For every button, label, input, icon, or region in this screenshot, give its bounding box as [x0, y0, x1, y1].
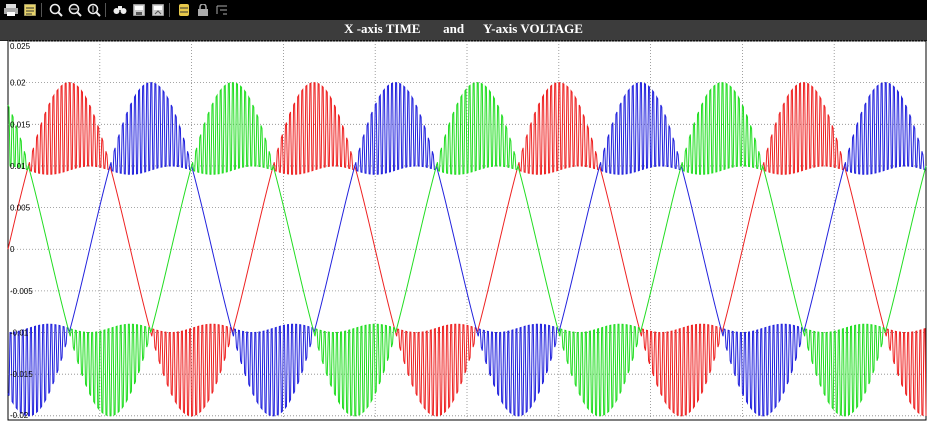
float-scope-icon[interactable] [176, 3, 192, 17]
toolbar [0, 0, 927, 20]
y-tick-label: 0.025 [10, 42, 31, 51]
y-tick-label: -0.02 [10, 411, 29, 420]
toolbar-divider [41, 3, 42, 17]
save-axes-icon[interactable] [131, 3, 147, 17]
zoom-x-icon[interactable] [67, 3, 83, 17]
zoom-icon[interactable] [48, 3, 64, 17]
chart-title: X -axis TIME and Y-axis VOLTAGE [344, 21, 583, 36]
y-tick-label: -0.005 [10, 287, 33, 296]
autoscale-icon[interactable] [112, 3, 128, 17]
toolbar-divider [169, 3, 170, 17]
series-line-2 [7, 82, 927, 417]
y-tick-labels: 0.025 0.02 0.015 0.01 0.005 0 -0.005 -0.01 -0.01… [10, 42, 33, 420]
y-tick-label: 0 [10, 245, 15, 254]
parameters-icon[interactable] [22, 3, 38, 17]
y-tick-label: -0.01 [10, 329, 29, 338]
series-line-0 [7, 82, 927, 417]
lock-icon[interactable] [195, 3, 211, 17]
print-icon[interactable] [3, 3, 19, 17]
y-tick-label: 0.015 [10, 120, 31, 129]
y-tick-label: 0.01 [10, 162, 26, 171]
restore-axes-icon[interactable] [150, 3, 166, 17]
signal-selection-icon[interactable] [214, 3, 230, 17]
series-line-1 [7, 82, 927, 417]
series-group [7, 82, 927, 417]
y-tick-label: 0.005 [10, 204, 31, 213]
toolbar-divider [105, 3, 106, 17]
y-tick-label: -0.015 [10, 370, 33, 379]
y-tick-label: 0.02 [10, 79, 26, 88]
zoom-y-icon[interactable] [86, 3, 102, 17]
